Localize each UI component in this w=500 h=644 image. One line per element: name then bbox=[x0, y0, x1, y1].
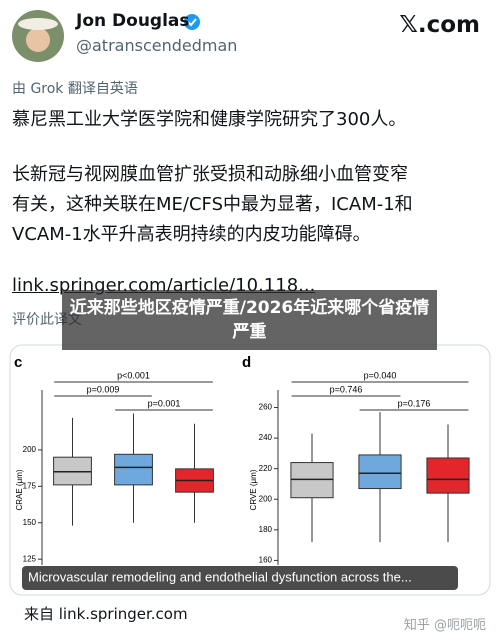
overlay-banner: 近来那些地区疫情严重/2026年近来哪个省疫情严重 bbox=[62, 290, 437, 350]
y-tick-label: 180 bbox=[259, 525, 273, 534]
p-value: p=0.001 bbox=[148, 398, 181, 408]
box bbox=[426, 457, 470, 494]
p-value: p=0.040 bbox=[364, 370, 397, 380]
site-logo: 𝕏.com bbox=[399, 12, 480, 38]
y-tick-label: 150 bbox=[23, 518, 37, 527]
p-value: p<0.001 bbox=[117, 370, 150, 380]
translation-note: 由 Grok 翻译自英语 bbox=[12, 81, 138, 97]
p-value: p=0.009 bbox=[87, 384, 120, 394]
charts: c CRAE (μm) 125 150 175 200 p<0.001 p=0.009 p=0.… bbox=[14, 354, 470, 565]
verified-badge bbox=[184, 14, 200, 30]
y-tick-label: 175 bbox=[23, 481, 37, 490]
author-handle[interactable]: @atranscendedman bbox=[76, 36, 238, 55]
y-tick-label: 200 bbox=[259, 494, 273, 503]
p-value: p=0.176 bbox=[398, 398, 431, 408]
y-axis-label: CRAE (μm) bbox=[15, 469, 24, 510]
overlay-title: 近来那些地区疫情严重/2026年近来哪个省疫情严重 bbox=[69, 298, 430, 342]
box bbox=[358, 454, 402, 490]
paragraph: 慕尼黑工业大学医学院和健康学院研究了300人。 bbox=[12, 109, 407, 130]
y-axis-label: CRVE (μm) bbox=[249, 469, 258, 510]
box bbox=[290, 462, 334, 499]
paragraph-line: VCAM-1水平升高表明持续的内皮功能障碍。 bbox=[12, 224, 371, 245]
verified-check bbox=[187, 18, 197, 27]
source[interactable]: 来自 link.springer.com bbox=[24, 605, 188, 623]
avatar-face bbox=[26, 28, 50, 52]
y-tick-label: 260 bbox=[259, 403, 273, 412]
author-name[interactable]: Jon Douglas bbox=[76, 11, 190, 31]
image-caption: Microvascular remodeling and endothelial… bbox=[28, 569, 412, 584]
panel-label: d bbox=[242, 354, 251, 371]
avatar-hat bbox=[18, 18, 58, 30]
p-value: p=0.746 bbox=[330, 384, 363, 394]
paragraph-line: 长新冠与视网膜血管扩张受损和动脉细小血管变窄 bbox=[12, 164, 408, 185]
caption-bg bbox=[22, 566, 458, 590]
paragraph-line: 有关，这种关联在ME/CFS中最为显著，ICAM-1和 bbox=[12, 194, 413, 215]
watermark: 知乎 @呃呃呃 bbox=[403, 618, 486, 633]
y-tick-label: 125 bbox=[23, 554, 37, 563]
panel-label: c bbox=[14, 354, 22, 371]
y-tick-label: 220 bbox=[259, 464, 273, 473]
y-tick-label: 160 bbox=[259, 556, 273, 565]
box bbox=[114, 453, 153, 486]
y-tick-label: 240 bbox=[259, 433, 273, 442]
y-tick-label: 200 bbox=[23, 445, 37, 454]
